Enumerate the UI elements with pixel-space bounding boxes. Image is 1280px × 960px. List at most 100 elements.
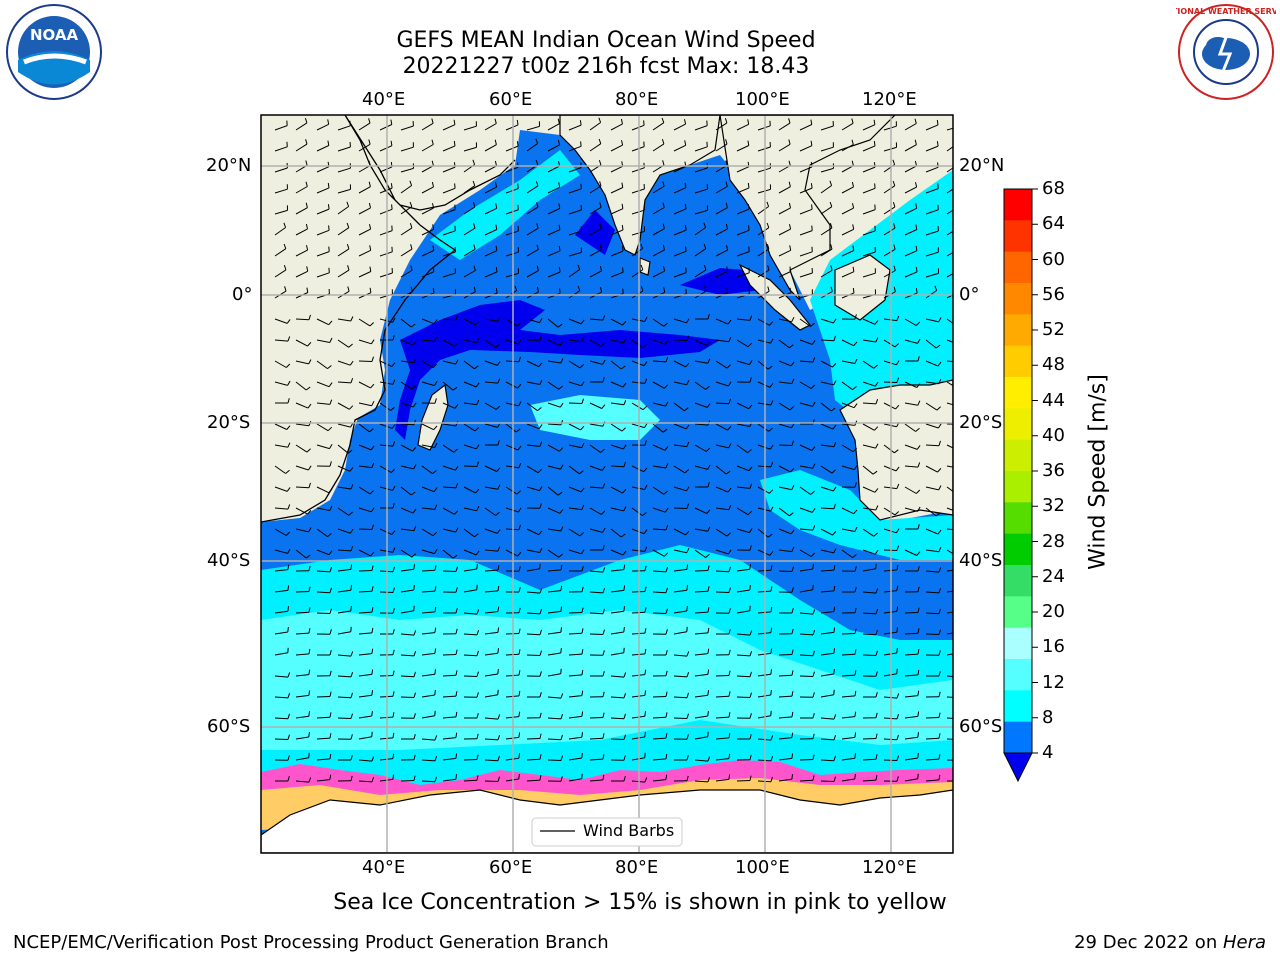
wind-barb [589, 444, 601, 453]
wind-barb [316, 123, 329, 131]
wind-barb-flag [558, 267, 561, 273]
wind-barb [778, 228, 791, 236]
wind-barb-flag [938, 588, 942, 594]
wind-barb [505, 145, 519, 152]
wind-barb-flag [644, 586, 647, 592]
wind-barb [736, 486, 750, 489]
wind-barb-flag [789, 287, 792, 293]
wind-barb-flag [664, 552, 669, 557]
wind-barb [442, 360, 456, 365]
wind-barb-flag [434, 336, 438, 342]
wind-barb [925, 251, 939, 257]
wind-barb [379, 230, 393, 236]
sumatra [738, 263, 811, 331]
wind-barb [526, 360, 539, 368]
wind-barb [736, 166, 750, 173]
wind-barb-flag [684, 140, 687, 146]
wind-barb [841, 122, 854, 131]
wind-barb-flag [686, 379, 690, 385]
wind-barb [358, 228, 371, 236]
wind-barb-flag [577, 264, 581, 270]
wind-barb [547, 423, 562, 426]
wind-barb-flag [455, 649, 458, 655]
wind-barb [673, 208, 687, 215]
wind-barb [820, 631, 834, 635]
wind-barb-flag [810, 552, 816, 557]
wind-barb [463, 381, 477, 388]
wind-barb-flag [623, 585, 626, 591]
wind-barb [568, 757, 582, 761]
wind-barb [463, 402, 477, 406]
wind-barb [946, 611, 953, 614]
lat-left-20n: 20°N [206, 155, 252, 176]
wind-barb-flag [728, 774, 731, 780]
wind-barb [841, 716, 855, 719]
wind-barb [400, 780, 415, 782]
wind-barb-flag [371, 777, 375, 783]
wind-barb [568, 402, 583, 404]
wind-barb [505, 381, 518, 389]
wind-barb [442, 695, 457, 698]
wind-barb [526, 444, 540, 447]
wind-barb-flag [831, 469, 836, 474]
wind-barb [547, 696, 562, 699]
wind-barb-flag [412, 508, 417, 514]
wind-barb [568, 528, 581, 537]
colorbar-extend-arrow [1003, 752, 1033, 783]
wind-barb-flag [560, 714, 564, 720]
wind-barb-flag [410, 323, 416, 328]
wind-barb [568, 444, 582, 449]
wind-barb-flag [766, 201, 770, 207]
wind-barb [799, 486, 811, 495]
wind-barb [694, 125, 708, 131]
wind-barb-flag [725, 181, 728, 187]
wind-barb [841, 144, 854, 152]
wind-barb-flag [829, 180, 833, 186]
wind-barb-flag [473, 223, 476, 229]
wind-barb [379, 166, 393, 173]
wind-barb-flag [623, 461, 626, 467]
lon-bottom-60: 60°E [489, 857, 533, 878]
wind-barb [631, 507, 643, 517]
wind-barb [358, 780, 373, 783]
wind-barb-flag [283, 222, 287, 228]
wind-barb [673, 250, 687, 257]
wind-barb-flag [790, 361, 795, 367]
wind-barb [715, 318, 729, 325]
wind-barb-flag [518, 356, 521, 362]
wind-barb-flag [515, 428, 521, 433]
wind-barb [778, 570, 793, 572]
wind-barb-flag [727, 426, 732, 431]
wind-barb [358, 423, 370, 433]
wind-barb-flag [707, 464, 711, 470]
wind-barb [379, 187, 393, 194]
wind-barb [589, 717, 604, 719]
wind-barb-flag [413, 526, 417, 531]
wind-barb-flag [328, 382, 333, 387]
wind-barb-flag [938, 754, 941, 760]
wind-barb-flag [833, 442, 837, 447]
wind-barb-flag [370, 507, 375, 513]
wind-barb [295, 757, 309, 761]
wind-barb-flag [329, 712, 332, 718]
wind-barb-flag [473, 244, 476, 250]
wind-barb-flag [770, 735, 774, 741]
wind-barb-flag [495, 405, 501, 410]
wind-barb [547, 165, 560, 173]
wind-barb [715, 360, 728, 369]
wind-barb [400, 610, 414, 614]
wind-barb-flag [770, 627, 773, 633]
wind-barb [463, 318, 476, 326]
wind-barb-flag [917, 628, 920, 634]
wind-barb [442, 757, 456, 761]
wind-barb [694, 339, 708, 346]
wind-barb-flag [643, 120, 645, 126]
wind-barb [295, 653, 310, 656]
wind-barb [337, 167, 351, 173]
wind-barb-flag [640, 264, 644, 270]
wind-barb [652, 228, 665, 236]
wind-barb-flag [728, 732, 731, 738]
wind-barb [484, 486, 498, 490]
wind-barb [925, 318, 939, 323]
wind-barb [799, 779, 814, 782]
